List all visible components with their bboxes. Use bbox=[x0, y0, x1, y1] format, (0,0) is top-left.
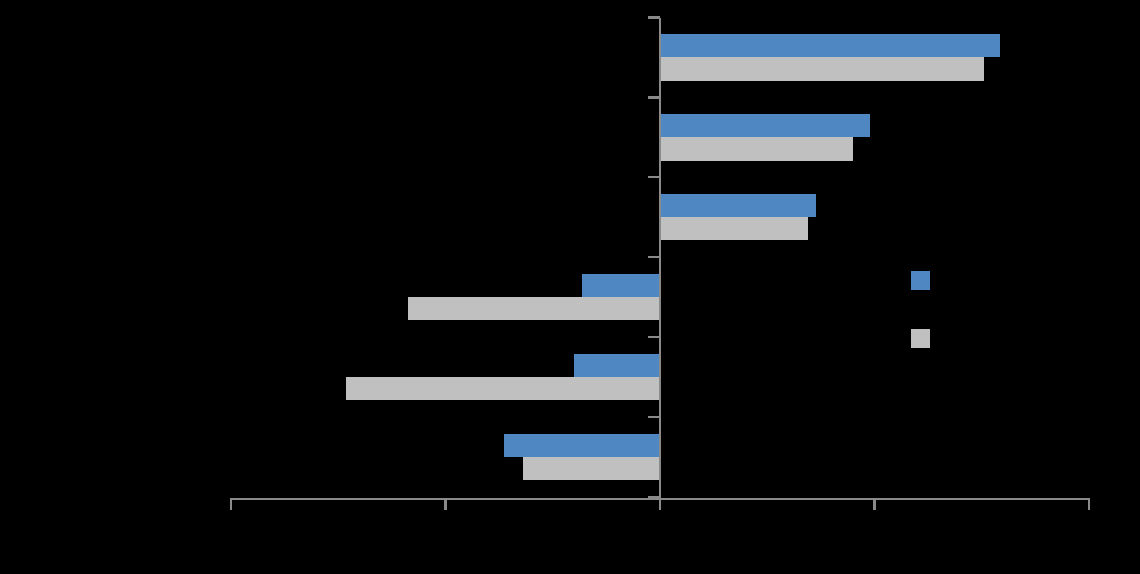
y-axis-tick bbox=[648, 256, 660, 259]
bar-series-2-gray-row-5 bbox=[345, 377, 660, 401]
bar-series-1-blue-row-4 bbox=[581, 274, 660, 298]
bar-series-2-gray-row-3 bbox=[660, 217, 808, 241]
x-axis-tick bbox=[444, 497, 447, 510]
bar-series-2-gray-row-1 bbox=[660, 57, 984, 81]
bar-series-1-blue-row-3 bbox=[660, 194, 816, 218]
x-axis-tick bbox=[229, 497, 233, 510]
bar-series-1-blue-row-5 bbox=[574, 353, 660, 378]
bar-series-1-blue-row-2 bbox=[660, 114, 871, 138]
bar-series-1-blue-row-6 bbox=[504, 433, 660, 458]
y-axis-line bbox=[658, 17, 662, 510]
bar-series-2-gray-row-2 bbox=[660, 137, 854, 161]
y-axis-tick bbox=[648, 495, 660, 499]
y-axis-tick bbox=[648, 336, 660, 339]
y-axis-tick bbox=[648, 176, 660, 179]
legend-swatch-2 bbox=[911, 329, 930, 348]
x-axis-tick bbox=[1087, 497, 1091, 510]
bar-series-2-gray-row-6 bbox=[522, 457, 660, 481]
bar-series-1-blue-row-1 bbox=[660, 34, 1000, 58]
x-axis-tick bbox=[873, 497, 876, 510]
y-axis-tick bbox=[648, 16, 660, 19]
bar-series-2-gray-row-4 bbox=[407, 297, 660, 321]
legend-swatch-1 bbox=[911, 271, 930, 290]
y-axis-tick bbox=[648, 96, 660, 99]
y-axis-tick bbox=[648, 415, 660, 419]
